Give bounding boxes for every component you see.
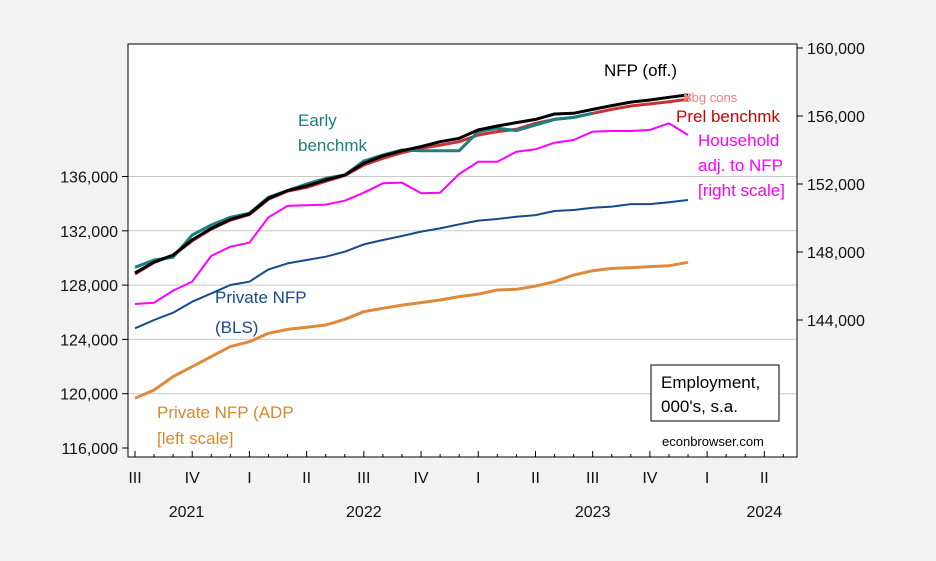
x-quarter-label: III [357,470,370,487]
x-quarter-label: II [531,470,540,487]
series-line-private-nfp-adp-left-scale [134,260,689,400]
label-prel-benchmk: Prel benchmk [676,107,780,126]
left-axis-tick-label: 124,000 [60,332,118,349]
x-quarter-label: III [586,470,599,487]
right-axis-tick-label: 152,000 [807,177,865,194]
series-line-early-benchmk [134,111,594,269]
x-year-label: 2021 [169,504,205,521]
label-nfp-off: NFP (off.) [604,61,677,80]
label-private-bls-2: (BLS) [215,318,258,337]
x-quarter-label: I [705,470,709,487]
x-quarter-label: II [760,470,769,487]
x-year-label: 2023 [575,504,611,521]
right-axis-tick-label: 144,000 [807,313,865,330]
series-lines [134,93,692,400]
source-credit: econbrowser.com [662,434,764,449]
left-axis-tick-label: 116,000 [61,441,118,458]
series-line-private-nfp-bls [134,199,689,330]
x-quarter-label: IV [642,470,657,487]
left-axis-tick-label: 120,000 [60,387,118,404]
label-bbg-cons: Bbg cons [683,90,738,105]
note-line-2: 000's, s.a. [661,397,738,416]
left-axis-tick-label: 128,000 [60,278,118,295]
x-quarter-label: IV [413,470,428,487]
bbg-cons-marker [684,93,692,102]
x-year-label: 2022 [346,504,382,521]
right-axis-tick-label: 156,000 [807,109,865,126]
x-year-label: 2024 [747,504,783,521]
right-axis-tick-label: 160,000 [807,41,865,58]
series-line-nfp-off [134,93,689,275]
left-axis-tick-label: 132,000 [60,224,118,241]
label-early-benchmk-1: Early [298,111,337,130]
label-private-bls-1: Private NFP [215,288,307,307]
series-line-household-adj-to-nfp-right-scale [134,122,689,305]
label-early-benchmk-2: benchmk [298,136,367,155]
label-private-adp-2: [left scale] [157,429,234,448]
plot-frame [127,43,798,458]
note-line-1: Employment, [661,373,760,392]
label-household-2: adj. to NFP [698,156,783,175]
x-quarter-label: II [302,470,311,487]
x-quarter-label: III [128,470,141,487]
x-quarter-label: I [476,470,480,487]
axes: 116,000 120,000 124,000 128,000 132,000 136,0… [60,41,865,521]
x-quarter-label: IV [185,470,200,487]
left-axis-tick-label: 136,000 [60,170,118,187]
right-axis-tick-label: 148,000 [807,245,865,262]
x-quarter-label: I [247,470,251,487]
label-household-1: Household [698,131,779,150]
label-private-adp-1: Private NFP (ADP [157,403,294,422]
note-box [650,364,780,422]
label-household-3: [right scale] [698,181,785,200]
